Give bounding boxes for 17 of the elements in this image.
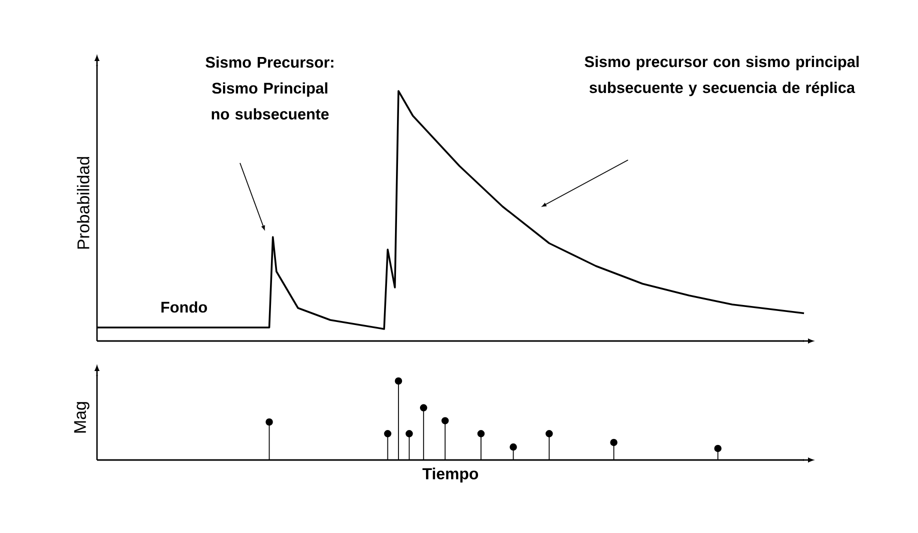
point bbox=[546, 430, 553, 438]
point bbox=[510, 443, 517, 451]
annotation: Sismo precursor con sismo principal subsecuente y secuencia de réplica bbox=[584, 56, 859, 96]
annotation: Sismo Precursor: Sismo Principal no subsecuente bbox=[206, 56, 334, 120]
point bbox=[477, 430, 485, 438]
point bbox=[420, 404, 428, 412]
point bbox=[441, 417, 449, 424]
point bbox=[394, 377, 402, 385]
point bbox=[406, 430, 413, 438]
annotation: Fondo bbox=[161, 301, 207, 313]
point bbox=[714, 444, 722, 452]
y-axis-title: Probabilidad bbox=[76, 157, 90, 249]
y-axis-title: Mag bbox=[74, 402, 90, 433]
x-axis-title: Tiempo bbox=[422, 468, 478, 482]
point bbox=[266, 418, 273, 426]
point bbox=[384, 430, 392, 438]
point bbox=[610, 438, 618, 446]
